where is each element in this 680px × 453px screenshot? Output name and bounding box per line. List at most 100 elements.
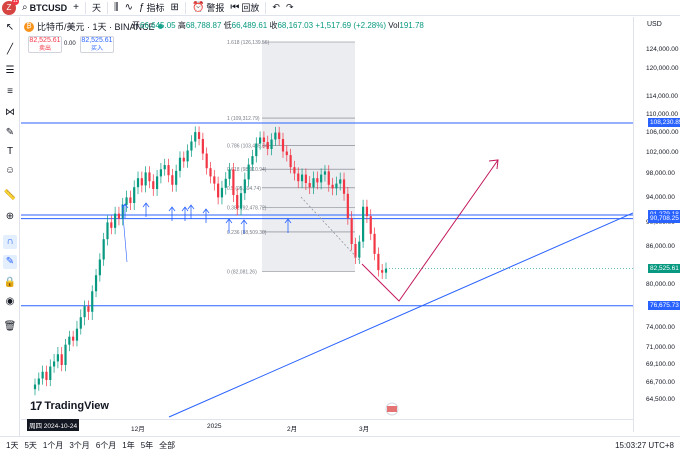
spread-value: 0.00	[64, 41, 76, 47]
visibility-icon[interactable]: ◉	[5, 296, 15, 307]
candle-body	[186, 150, 189, 162]
symbol-legend[interactable]: ₿ 比特币/美元 · 1天 · BINANCE	[24, 20, 163, 33]
candle-body	[232, 169, 235, 195]
trash-icon[interactable]: 🗑	[3, 321, 17, 332]
tv-logo-icon: 17	[30, 399, 42, 413]
price-tick-label: 124,000.00	[646, 46, 679, 53]
search-icon: ⌕	[22, 2, 28, 13]
annotation-arrow	[142, 202, 150, 217]
candle-body	[37, 378, 40, 385]
zoom-in-icon[interactable]: ⊕	[5, 211, 15, 222]
candle-body	[41, 371, 44, 379]
undo-button[interactable]: ↶	[272, 2, 280, 12]
indicators-button[interactable]: ƒ 指标	[138, 2, 165, 13]
symbol-title: 比特币/美元 · 1天 · BINANCE	[37, 22, 155, 32]
candle-body	[155, 176, 159, 189]
candle-body	[365, 206, 369, 217]
price-level-badge: 108,230.85	[648, 117, 680, 127]
clock[interactable]: 15:03:27 UTC+8	[615, 441, 674, 450]
magnet-icon[interactable]: ∩	[3, 235, 17, 249]
fib-icon[interactable]: ≡	[7, 86, 13, 97]
candle-body	[129, 197, 132, 203]
lock-drawing-icon[interactable]: ✎	[3, 255, 17, 269]
redo-button[interactable]: ↷	[285, 2, 294, 12]
candle-body	[182, 157, 185, 162]
horizontal-lines-icon[interactable]: ☰	[5, 65, 15, 76]
candle-body	[194, 132, 197, 142]
candle-body	[64, 344, 67, 365]
range-button[interactable]: 5天	[24, 440, 37, 450]
candle-body	[247, 164, 250, 180]
time-axis[interactable]: 12月 2025 2月 3月	[21, 419, 633, 433]
candle-body	[159, 169, 163, 177]
candle-body	[72, 336, 75, 341]
candle-body	[251, 156, 254, 165]
bitcoin-icon: ₿	[24, 21, 34, 32]
chart-style-button[interactable]: ⫼	[114, 2, 119, 13]
range-button[interactable]: 5年	[140, 440, 154, 450]
candle-body	[175, 170, 178, 185]
cursor-icon[interactable]: ↖	[5, 22, 15, 33]
candle-body	[220, 187, 224, 198]
toolbar-divider	[84, 1, 86, 14]
candle-body	[243, 179, 246, 194]
tradingview-logo[interactable]: 17 TradingView	[30, 399, 109, 413]
trend-line-icon[interactable]: ╱	[6, 44, 14, 55]
candle-body	[312, 178, 315, 188]
range-button[interactable]: 1年	[122, 440, 135, 450]
emoji-icon[interactable]: ☺	[4, 165, 16, 176]
candle-body	[60, 354, 63, 365]
candle-body	[91, 291, 94, 312]
candle-body	[270, 139, 273, 149]
ruler-icon[interactable]: 📏	[3, 190, 17, 201]
candle-body	[49, 366, 52, 380]
toolbar-divider	[106, 1, 108, 14]
buy-button[interactable]: 82,525.61 买入	[80, 36, 114, 53]
text-icon[interactable]: T	[6, 146, 14, 157]
brush-icon[interactable]: ✎	[5, 127, 15, 138]
price-tick-label: 102,000.00	[646, 149, 679, 156]
candle-body	[68, 336, 71, 345]
sell-button[interactable]: 82,525.61 卖出	[28, 36, 62, 53]
candle-body	[362, 206, 365, 242]
alert-button[interactable]: ⏰ 警报	[191, 2, 225, 13]
annotation-arrow	[181, 206, 189, 221]
symbol-search-button[interactable]: ⌕ BTCUSD	[22, 2, 68, 13]
user-avatar[interactable]: Z 11	[2, 0, 19, 15]
candle-body	[323, 171, 327, 175]
notification-badge: 11	[12, 0, 19, 5]
replay-button[interactable]: ⏮ 回放	[230, 2, 260, 13]
candle-body	[167, 165, 170, 176]
candle-body	[308, 183, 311, 188]
alarm-icon: ⏰	[191, 2, 205, 13]
price-chart[interactable]: 1.618 (126,139.56) 1 (109,312.79) 0.786 (1…	[21, 17, 633, 432]
candle-body	[213, 176, 216, 184]
range-button[interactable]: 1个月	[42, 440, 64, 450]
candle-body	[217, 183, 220, 198]
fib-level-label: 1 (109,312.79)	[227, 116, 260, 122]
candle-body	[98, 259, 101, 276]
candle-body	[384, 268, 388, 273]
candle-body	[281, 139, 285, 152]
currency-label[interactable]: USD	[647, 21, 662, 28]
pattern-icon[interactable]: ⋈	[5, 107, 15, 118]
plus-circle-icon: +	[73, 2, 79, 13]
add-symbol-button[interactable]: +	[73, 2, 79, 13]
fib-level-label: 0 (82,081.26)	[227, 269, 257, 275]
interval-button[interactable]: 天	[91, 3, 101, 13]
price-axis[interactable]: 124,000.00 120,000.00 114,000.00 110,000.00…	[633, 17, 680, 432]
candle-body	[255, 143, 258, 157]
candle-body	[258, 137, 262, 144]
candle-body	[304, 174, 307, 183]
templates-button[interactable]: ⊞	[171, 2, 179, 13]
lock-icon[interactable]: 🔒	[3, 277, 17, 288]
range-button[interactable]: 1天	[6, 440, 19, 450]
range-button[interactable]: 3个月	[69, 440, 90, 450]
compare-button[interactable]: ∿	[125, 2, 133, 13]
range-button[interactable]: 全部	[159, 440, 176, 450]
candle-body	[381, 270, 384, 273]
candle-body	[339, 179, 342, 184]
range-button[interactable]: 6个月	[95, 440, 117, 450]
close-value: 68,167.03	[277, 21, 314, 30]
candle-body	[285, 151, 288, 156]
